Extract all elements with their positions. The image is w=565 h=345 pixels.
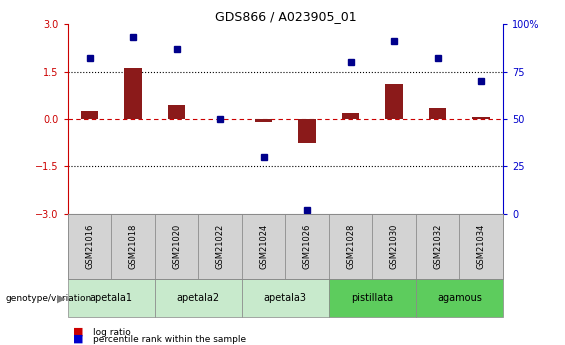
- Bar: [342, 113, 359, 119]
- Text: apetala3: apetala3: [264, 294, 307, 303]
- Text: GSM21024: GSM21024: [259, 224, 268, 269]
- Text: GSM21018: GSM21018: [129, 224, 137, 269]
- Text: GSM21026: GSM21026: [303, 224, 311, 269]
- Text: ■: ■: [73, 326, 84, 336]
- Text: apetala1: apetala1: [90, 294, 133, 303]
- Text: GSM21032: GSM21032: [433, 224, 442, 269]
- Text: GSM21028: GSM21028: [346, 224, 355, 269]
- Text: agamous: agamous: [437, 294, 482, 303]
- Text: GSM21020: GSM21020: [172, 224, 181, 269]
- Text: GSM21034: GSM21034: [477, 224, 485, 269]
- Text: GSM21022: GSM21022: [216, 224, 224, 269]
- Bar: [124, 68, 142, 119]
- Text: percentile rank within the sample: percentile rank within the sample: [93, 335, 246, 344]
- Bar: [168, 105, 185, 119]
- Title: GDS866 / A023905_01: GDS866 / A023905_01: [215, 10, 356, 23]
- Text: ▶: ▶: [56, 294, 65, 303]
- Bar: [81, 111, 98, 119]
- Text: genotype/variation: genotype/variation: [6, 294, 92, 303]
- Bar: [429, 108, 446, 119]
- Bar: [255, 119, 272, 121]
- Bar: [298, 119, 316, 143]
- Text: apetala2: apetala2: [177, 294, 220, 303]
- Bar: [472, 117, 490, 119]
- Bar: [385, 84, 403, 119]
- Text: ■: ■: [73, 333, 84, 343]
- Text: GSM21030: GSM21030: [390, 224, 398, 269]
- Text: pistillata: pistillata: [351, 294, 393, 303]
- Text: log ratio: log ratio: [93, 328, 131, 337]
- Text: GSM21016: GSM21016: [85, 224, 94, 269]
